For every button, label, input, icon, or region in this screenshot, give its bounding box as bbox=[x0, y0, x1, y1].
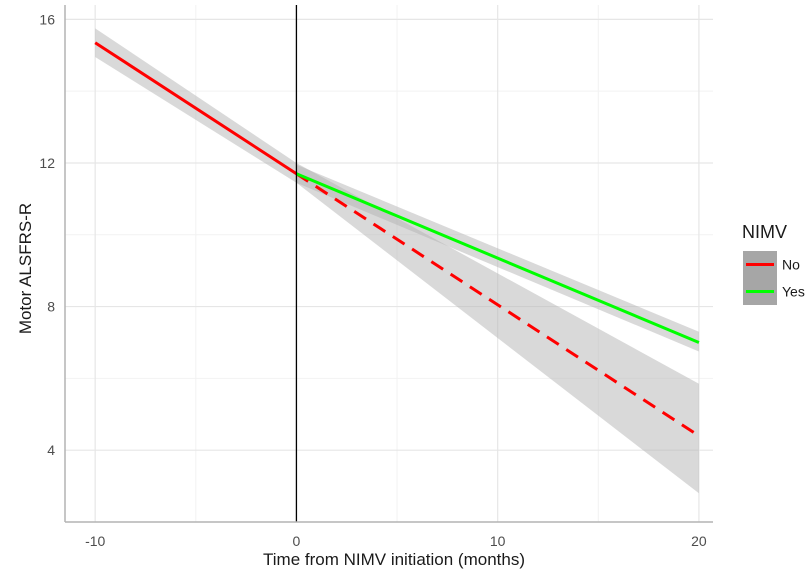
legend-label-no: No bbox=[782, 257, 800, 273]
legend-label-yes: Yes bbox=[782, 284, 805, 300]
series-lines bbox=[94, 41, 700, 438]
axes bbox=[64, 5, 713, 523]
band-no bbox=[95, 28, 297, 183]
series-line-yes-solid bbox=[295, 172, 700, 344]
y-tick-label: 16 bbox=[39, 11, 55, 27]
legend: NIMV No Yes bbox=[742, 222, 805, 305]
y-tick-labels: 4 8 12 16 bbox=[39, 11, 55, 458]
x-tick-label: -10 bbox=[85, 533, 105, 549]
legend-title: NIMV bbox=[742, 222, 787, 242]
x-tick-labels: -10 0 10 20 bbox=[85, 533, 707, 549]
series-line-no-dashed bbox=[295, 172, 700, 438]
y-tick-label: 12 bbox=[39, 155, 55, 171]
x-axis-title: Time from NIMV initiation (months) bbox=[263, 550, 525, 569]
y-axis-title: Motor ALSFRS-R bbox=[16, 203, 35, 334]
series-line-no-solid bbox=[94, 41, 298, 176]
band-no bbox=[296, 162, 699, 494]
y-tick-label: 8 bbox=[47, 299, 55, 315]
x-tick-label: 20 bbox=[691, 533, 707, 549]
x-tick-label: 10 bbox=[490, 533, 506, 549]
y-tick-label: 4 bbox=[47, 442, 55, 458]
x-tick-label: 0 bbox=[293, 533, 301, 549]
